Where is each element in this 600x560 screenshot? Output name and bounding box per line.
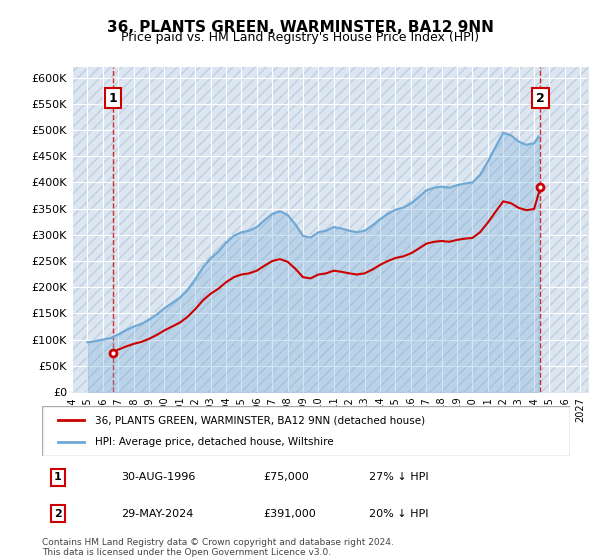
Text: 1: 1 <box>54 473 62 482</box>
Text: £391,000: £391,000 <box>264 509 317 519</box>
Text: 36, PLANTS GREEN, WARMINSTER, BA12 9NN (detached house): 36, PLANTS GREEN, WARMINSTER, BA12 9NN (… <box>95 415 425 425</box>
Text: HPI: Average price, detached house, Wiltshire: HPI: Average price, detached house, Wilt… <box>95 437 334 447</box>
Text: Contains HM Land Registry data © Crown copyright and database right 2024.
This d: Contains HM Land Registry data © Crown c… <box>42 538 394 557</box>
Text: 2: 2 <box>54 509 62 519</box>
Text: 20% ↓ HPI: 20% ↓ HPI <box>370 509 429 519</box>
Text: 29-MAY-2024: 29-MAY-2024 <box>121 509 194 519</box>
Text: 1: 1 <box>109 91 118 105</box>
Text: 27% ↓ HPI: 27% ↓ HPI <box>370 473 429 482</box>
Text: 2: 2 <box>536 91 545 105</box>
Text: Price paid vs. HM Land Registry's House Price Index (HPI): Price paid vs. HM Land Registry's House … <box>121 31 479 44</box>
FancyBboxPatch shape <box>42 406 570 456</box>
Text: £75,000: £75,000 <box>264 473 310 482</box>
Text: 30-AUG-1996: 30-AUG-1996 <box>121 473 196 482</box>
Text: 36, PLANTS GREEN, WARMINSTER, BA12 9NN: 36, PLANTS GREEN, WARMINSTER, BA12 9NN <box>107 20 493 35</box>
